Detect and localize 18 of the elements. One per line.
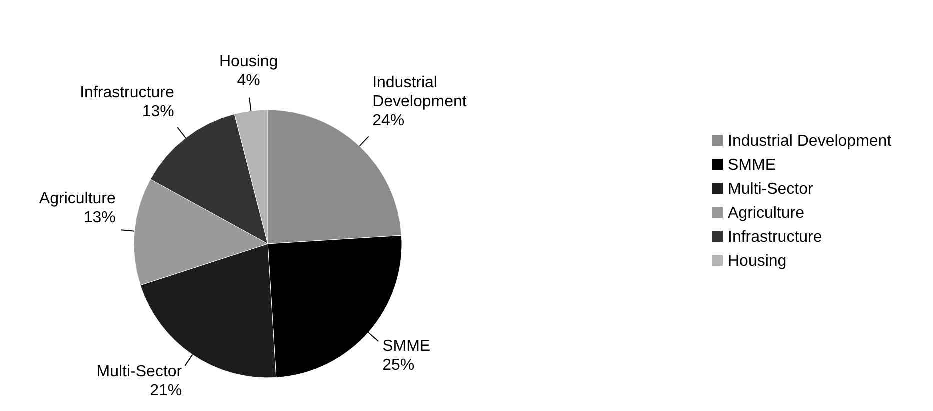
slice-label: Agriculture xyxy=(39,190,116,208)
data-label: 24% xyxy=(372,112,405,130)
legend-label: Agriculture xyxy=(728,205,805,222)
legend-label: SMME xyxy=(728,157,776,174)
slice-label: Infrastructure xyxy=(80,84,174,102)
legend-label: Infrastructure xyxy=(728,229,822,246)
slice-label: Multi-Sector xyxy=(96,363,183,380)
data-label: 4% xyxy=(237,72,260,90)
legend-label: Housing xyxy=(728,253,787,270)
data-label: 13% xyxy=(84,210,116,227)
data-label: 13% xyxy=(142,103,174,120)
legend-label: Industrial Development xyxy=(728,133,892,150)
slice-label: SMME xyxy=(382,338,431,356)
legend-label: Multi-Sector xyxy=(728,181,814,198)
data-label: 25% xyxy=(382,357,415,374)
slice-label: Industrial Development xyxy=(372,74,468,111)
data-label: 21% xyxy=(150,382,182,400)
slice-label: Housing xyxy=(220,53,278,70)
